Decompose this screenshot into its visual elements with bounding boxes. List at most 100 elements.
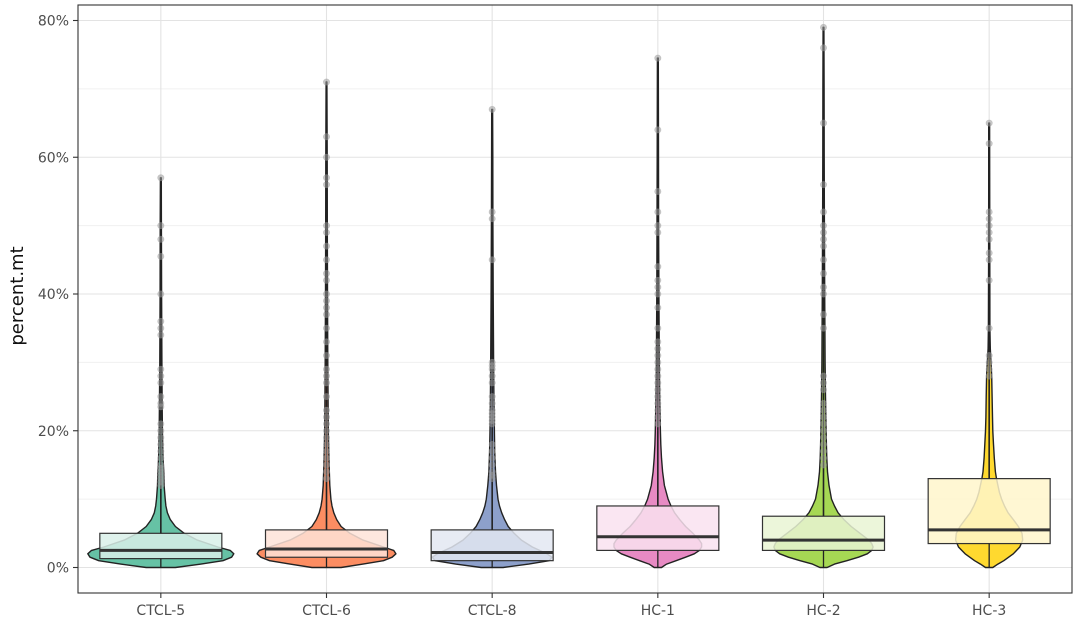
outlier-point [488, 365, 496, 373]
outlier-point [819, 222, 827, 230]
outlier-point [157, 393, 165, 401]
outlier-point [157, 222, 165, 230]
outlier-point [819, 235, 827, 243]
outlier-point [819, 399, 827, 407]
x-tick-label: CTCL-5 [136, 603, 185, 619]
outlier-point [654, 399, 662, 407]
outlier-point [322, 269, 330, 277]
outlier-point [654, 372, 662, 380]
outlier-point [157, 447, 165, 455]
outlier-point [654, 187, 662, 195]
outlier-point [819, 208, 827, 216]
outlier-point [157, 434, 165, 442]
outlier-point [322, 406, 330, 414]
outlier-point [157, 235, 165, 243]
y-tick-label: 0% [47, 561, 69, 577]
outlier-point [157, 440, 165, 448]
outlier-point [654, 358, 662, 366]
outlier-point [322, 78, 330, 86]
outlier-point [157, 331, 165, 339]
outlier-point [819, 256, 827, 264]
outlier-point [488, 379, 496, 387]
outlier-point [157, 403, 165, 411]
outlier-point [322, 297, 330, 305]
outlier-point [322, 181, 330, 189]
outlier-point [654, 304, 662, 312]
outlier-point [819, 440, 827, 448]
outlier-point [654, 208, 662, 216]
outlier-point [488, 440, 496, 448]
outlier-point [985, 365, 993, 373]
outlier-point [985, 249, 993, 257]
y-tick-label: 80% [38, 14, 69, 30]
outlier-point [322, 379, 330, 387]
outlier-point [654, 126, 662, 134]
outlier-point [157, 365, 165, 373]
outlier-point [322, 256, 330, 264]
outlier-point [322, 304, 330, 312]
outlier-point [654, 290, 662, 298]
y-axis: 0% 20% 40% 60% 80% [38, 14, 78, 577]
outlier-point [488, 461, 496, 469]
x-axis: CTCL-5 CTCL-6 CTCL-8 HC-1 HC-2 HC-3 [136, 593, 1006, 619]
outlier-point [322, 447, 330, 455]
outlier-point [819, 290, 827, 298]
outlier-point [488, 447, 496, 455]
outlier-point [157, 252, 165, 260]
outlier-point [322, 228, 330, 236]
outlier-point [654, 345, 662, 353]
outlier-point [322, 454, 330, 462]
x-tick-label: HC-1 [641, 603, 675, 619]
outlier-point [488, 208, 496, 216]
outlier-point [654, 379, 662, 387]
outlier-point [488, 393, 496, 401]
y-tick-label: 40% [38, 287, 69, 303]
outlier-layer [157, 23, 993, 489]
outlier-point [322, 468, 330, 476]
outlier-point [819, 242, 827, 250]
outlier-point [819, 420, 827, 428]
outlier-point [985, 352, 993, 360]
y-tick-label: 60% [38, 150, 69, 166]
box-HC-3 [927, 478, 1051, 545]
x-tick-label: CTCL-8 [468, 603, 517, 619]
outlier-point [322, 365, 330, 373]
box-HC-1 [596, 505, 720, 552]
outlier-point [157, 420, 165, 428]
outlier-point [322, 311, 330, 319]
outlier-point [488, 399, 496, 407]
outlier-point [157, 454, 165, 462]
outlier-point [819, 228, 827, 236]
outlier-point [322, 461, 330, 469]
outlier-point [819, 119, 827, 127]
outlier-point [819, 461, 827, 469]
outlier-point [322, 352, 330, 360]
outlier-point [819, 44, 827, 52]
outlier-point [322, 475, 330, 483]
outlier-point [985, 358, 993, 366]
outlier-point [819, 23, 827, 31]
outlier-point [157, 379, 165, 387]
outlier-point [322, 153, 330, 161]
outlier-point [985, 208, 993, 216]
outlier-point [322, 420, 330, 428]
outlier-point [322, 242, 330, 250]
outlier-point [819, 372, 827, 380]
outlier-point [157, 290, 165, 298]
box-CTCL-8 [430, 529, 554, 562]
outlier-point [654, 228, 662, 236]
outlier-point [985, 324, 993, 332]
outlier-point [488, 420, 496, 428]
outlier-point [819, 413, 827, 421]
outlier-point [985, 256, 993, 264]
outlier-point [488, 215, 496, 223]
x-tick-label: CTCL-6 [302, 603, 351, 619]
outlier-point [985, 276, 993, 284]
outlier-point [654, 393, 662, 401]
outlier-point [819, 454, 827, 462]
outlier-point [322, 276, 330, 284]
outlier-point [488, 372, 496, 380]
outlier-point [488, 256, 496, 264]
outlier-point [322, 434, 330, 442]
outlier-point [488, 105, 496, 113]
